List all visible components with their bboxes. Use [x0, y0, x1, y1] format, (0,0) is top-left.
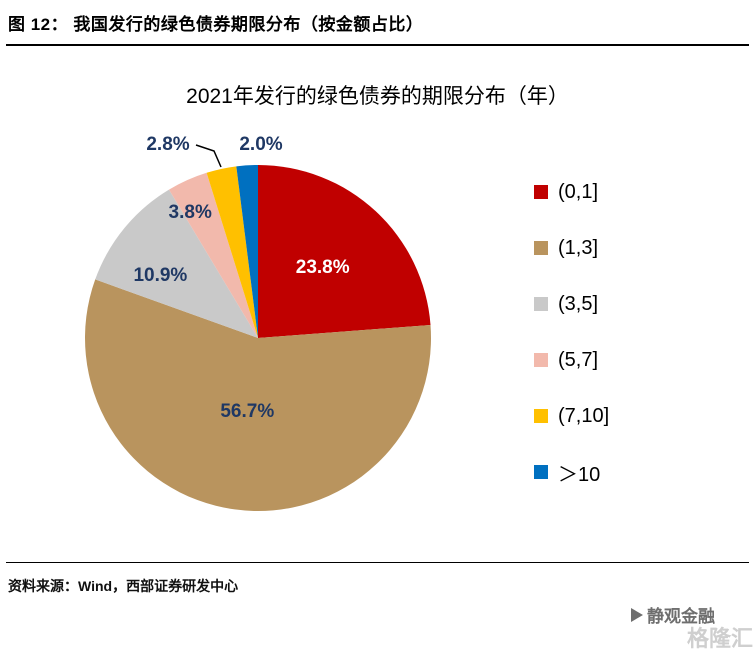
legend-swatch-(3,5]: [534, 297, 548, 311]
watermark-jingguan-jinrong: 静观金融: [631, 602, 715, 627]
legend-swatch-＞10: [534, 465, 548, 479]
watermark-flag-icon: [631, 607, 643, 622]
legend-item-(1,3]: (1,3]: [534, 236, 609, 260]
watermark: 格隆汇 静观金融: [583, 595, 753, 653]
leader-line-(7,10]: [195, 144, 222, 168]
legend-label-(0,1]: (0,1]: [558, 180, 599, 203]
legend-item-(5,7]: (5,7]: [534, 348, 609, 372]
slice-value-label-＞10: 2.0%: [239, 134, 282, 155]
pie-slice-(3,5]: [95, 189, 258, 338]
legend-label-(3,5]: (3,5]: [558, 292, 599, 315]
legend-item-(7,10]: (7,10]: [534, 404, 609, 428]
pie-slice-(1,3]: [85, 279, 432, 512]
legend-label-(1,3]: (1,3]: [558, 236, 599, 259]
legend: (0,1] (1,3] (3,5] (5,7] (7,10] ＞10: [534, 180, 609, 516]
chart-title: 2021年发行的绿色债券的期限分布（年）: [186, 85, 569, 108]
pie-slice-(0,1]: [258, 165, 431, 338]
legend-swatch-(1,3]: [534, 241, 548, 255]
legend-item-(0,1]: (0,1]: [534, 180, 609, 204]
pie-slice-＞10: [236, 165, 258, 338]
pie-slice-(5,7]: [169, 172, 258, 338]
legend-label-(5,7]: (5,7]: [558, 348, 599, 371]
slice-value-label-(5,7]: 3.8%: [169, 202, 212, 223]
slice-value-label-(0,1]: 23.8%: [296, 257, 350, 278]
legend-item-＞10: ＞10: [534, 460, 609, 486]
legend-swatch-(0,1]: [534, 185, 548, 199]
watermark-front-text: 静观金融: [647, 607, 715, 626]
watermark-gelonghui-logo: 格隆汇: [686, 626, 753, 651]
pie-slice-(7,10]: [206, 166, 258, 338]
slice-value-label-(7,10]: 2.8%: [146, 134, 189, 155]
slice-value-label-(1,3]: 56.7%: [220, 401, 274, 422]
footer-divider: [6, 562, 749, 563]
legend-item-(3,5]: (3,5]: [534, 292, 609, 316]
legend-label-＞10: ＞10: [558, 463, 601, 486]
source-note: 资料来源：Wind，西部证券研发中心: [8, 578, 239, 594]
slice-value-label-(3,5]: 10.9%: [133, 265, 187, 286]
legend-swatch-(5,7]: [534, 353, 548, 367]
legend-swatch-(7,10]: [534, 409, 548, 423]
header-divider: [6, 44, 749, 46]
legend-label-(7,10]: (7,10]: [558, 404, 610, 427]
figure-caption: 图 12： 我国发行的绿色债券期限分布（按金额占比）: [8, 15, 424, 34]
